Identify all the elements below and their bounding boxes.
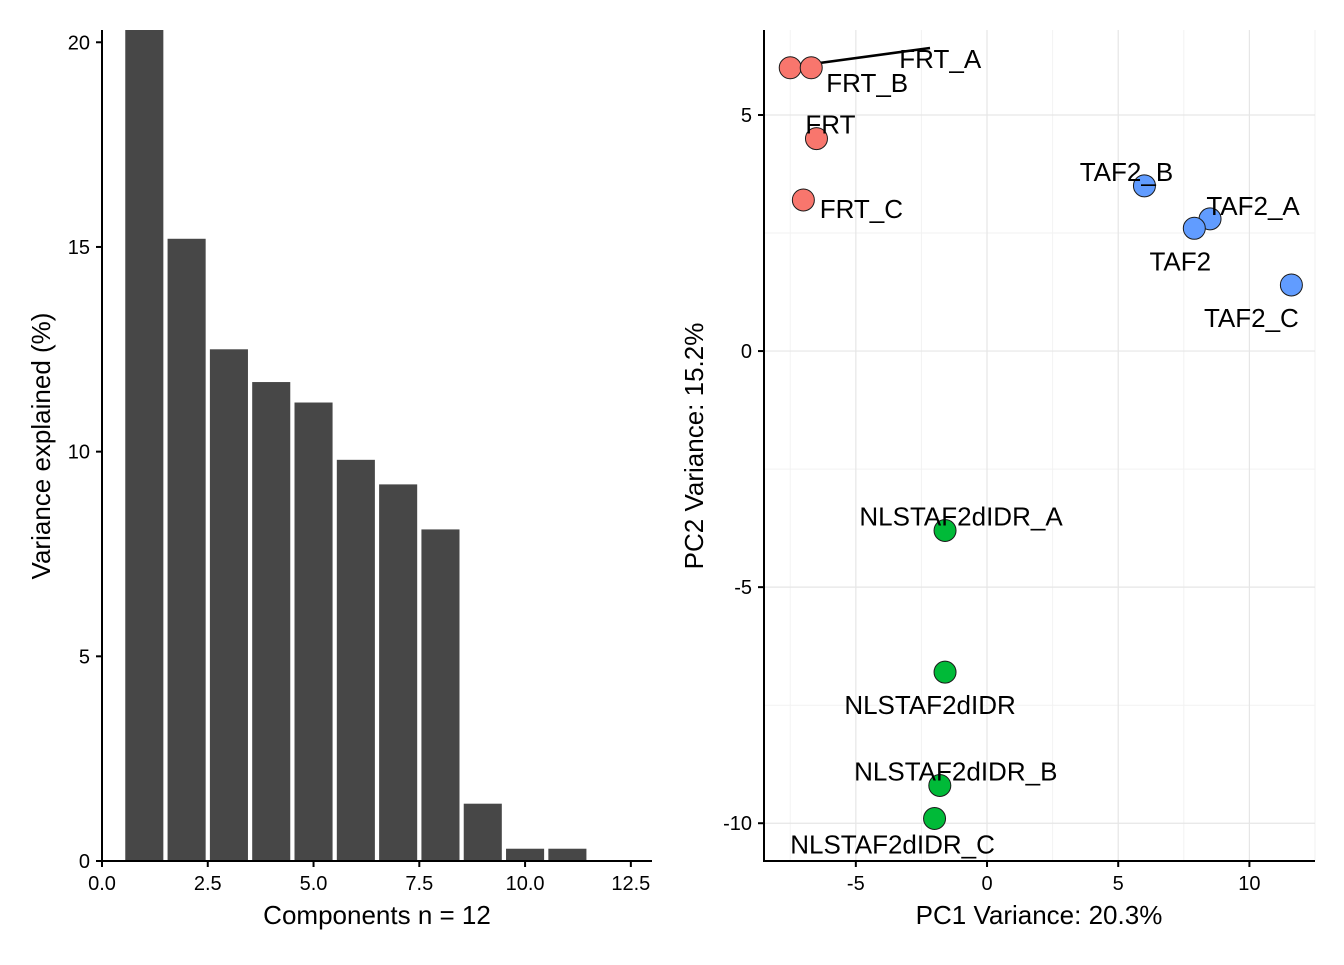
pca-label-frt: FRT (805, 110, 855, 140)
pca-point-frt (804, 127, 828, 151)
scree-x-axis-title: Components n = 12 (263, 900, 491, 930)
pca-y-tick-label: 0 (741, 341, 752, 363)
pca-point-taf2-b (1132, 174, 1156, 198)
scree-bar-component-3 (209, 349, 248, 861)
scree-bars (125, 30, 587, 862)
pca-y-ticks: -10 -5 0 5 (723, 105, 764, 835)
pca-x-axis-title: PC1 Variance: 20.3% (916, 900, 1163, 930)
scree-bar-component-6 (336, 459, 375, 861)
pca-label-taf2: TAF2 (1149, 246, 1211, 276)
scree-x-ticks: 0.0 2.5 5.0 7.5 10.0 12.5 (88, 861, 650, 895)
pca-x-tick-label: 5 (1113, 873, 1124, 895)
pca-point-taf2 (1182, 216, 1206, 240)
pca-label-taf2-a: TAF2_A (1206, 191, 1300, 221)
scree-bar-component-10 (506, 848, 545, 861)
scree-x-tick-label: 0.0 (88, 873, 116, 895)
scree-y-tick-label: 0 (79, 851, 90, 873)
pca-y-tick-label: 5 (741, 105, 752, 127)
pca-point-nlstaf2didr-c (923, 807, 947, 831)
pca-label-nlstaf2didr-a: NLSTAF2dIDR_A (859, 501, 1063, 531)
pca-label-taf2-c: TAF2_C (1204, 303, 1299, 333)
pca-point-nlstaf2didr-a (933, 518, 957, 542)
pca-point-taf2-c (1279, 273, 1303, 297)
scree-bar-component-1 (125, 30, 164, 861)
scree-x-tick-label: 5.0 (300, 873, 328, 895)
pca-y-tick-label: -5 (734, 577, 752, 599)
pca-label-frt-b: FRT_B (826, 68, 908, 98)
pca-label-nlstaf2didr: NLSTAF2dIDR (844, 690, 1015, 720)
scree-x-tick-label: 12.5 (611, 873, 650, 895)
pca-point-nlstaf2didr-b (928, 773, 952, 797)
scree-bar-component-11 (548, 848, 587, 861)
scree-y-tick-label: 20 (68, 32, 90, 54)
scree-y-axis-title: Variance explained (%) (26, 313, 56, 580)
pca-x-ticks: -5 0 5 10 (847, 861, 1261, 895)
pca-label-taf2-b: TAF2_B (1080, 157, 1173, 187)
scree-y-ticks: 0 5 10 15 20 (68, 32, 102, 873)
pca-y-axis-title: PC2 Variance: 15.2% (679, 323, 709, 570)
scree-bar-component-9 (463, 803, 502, 861)
scree-bar-component-2 (167, 238, 206, 862)
pca-label-frt-c: FRT_C (820, 194, 903, 224)
pca-y-tick-label: -10 (723, 813, 752, 835)
pca-x-tick-label: 0 (981, 873, 992, 895)
scree-x-tick-label: 10.0 (506, 873, 545, 895)
pca-point-frt-a (778, 56, 802, 80)
scree-y-tick-label: 10 (68, 442, 90, 464)
pca-label-nlstaf2didr-c: NLSTAF2dIDR_C (790, 830, 995, 860)
pca-x-tick-label: 10 (1238, 873, 1260, 895)
scree-y-tick-label: 15 (68, 237, 90, 259)
scree-bar-component-5 (294, 402, 333, 861)
scree-bar-component-4 (252, 382, 291, 861)
scree-y-tick-label: 5 (79, 646, 90, 668)
pca-label-frt-a: FRT_A (899, 44, 982, 74)
pca-point-frt-c (791, 188, 815, 212)
scree-x-tick-label: 7.5 (405, 873, 433, 895)
scree-plot-panel: 0.0 2.5 5.0 7.5 10.0 12.5 0 5 10 15 20 Components… (26, 30, 652, 930)
scree-bar-component-7 (379, 484, 418, 861)
pca-points (778, 56, 1303, 831)
pca-point-nlstaf2didr (933, 660, 957, 684)
pca-label-nlstaf2didr-b: NLSTAF2dIDR_B (854, 756, 1057, 786)
scree-bar-component-8 (421, 529, 460, 861)
pca-x-tick-label: -5 (847, 873, 865, 895)
pca-point-frt-b (799, 56, 823, 80)
scree-x-tick-label: 2.5 (194, 873, 222, 895)
pca-gridlines (764, 30, 1316, 861)
